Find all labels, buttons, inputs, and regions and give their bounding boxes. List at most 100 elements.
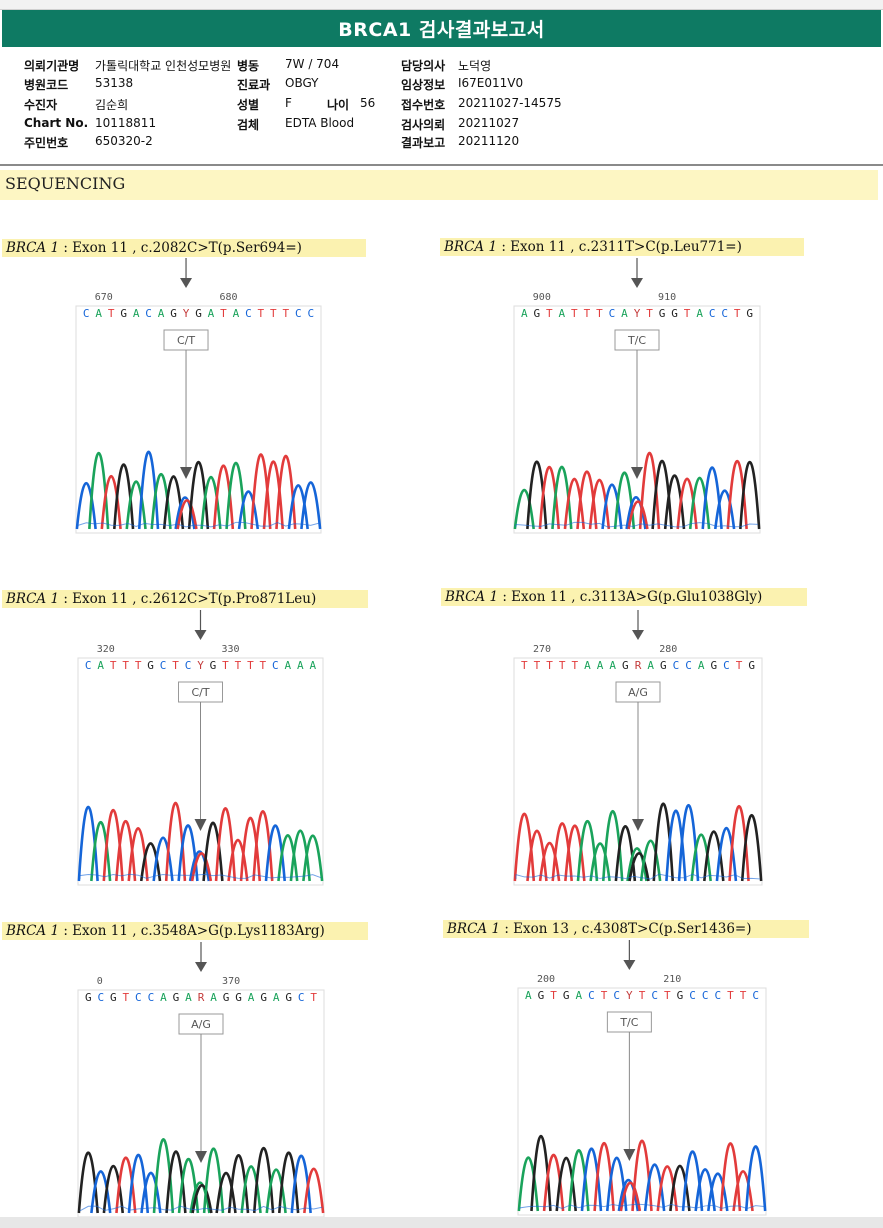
base-letter: C bbox=[709, 307, 716, 320]
field-value: 가톨릭대학교 인천성모병원 bbox=[95, 59, 232, 73]
field-value: F bbox=[285, 96, 292, 110]
bottom-strip bbox=[0, 1217, 883, 1228]
chromatogram-panel: 0 370 G C G T C C A G A R A G G A G A G C T A/G bbox=[77, 942, 325, 1218]
trace-peak bbox=[551, 822, 573, 882]
trace-peak bbox=[740, 813, 763, 882]
trace-peak bbox=[302, 834, 324, 882]
trace-peak bbox=[300, 481, 322, 530]
field-label: 수진자 bbox=[24, 98, 58, 112]
trace-peak bbox=[526, 460, 548, 530]
trace-peak bbox=[619, 1181, 642, 1212]
position-label: 210 bbox=[663, 974, 681, 985]
base-letter: A bbox=[158, 307, 165, 320]
base-letter: T bbox=[740, 989, 747, 1002]
base-letter: G bbox=[170, 307, 177, 320]
base-letter: T bbox=[572, 659, 579, 672]
trace-peak bbox=[690, 833, 712, 882]
base-letter: C bbox=[97, 991, 104, 1004]
base-letter: T bbox=[664, 989, 671, 1002]
trace-peak bbox=[115, 820, 137, 882]
genotype-call: A/G bbox=[628, 686, 648, 699]
trace-peak bbox=[707, 1172, 729, 1212]
base-letter: C bbox=[714, 989, 721, 1002]
header-divider bbox=[0, 164, 883, 166]
trace-peak bbox=[212, 464, 235, 530]
variant-detail: : Exon 11 , c.2082C>T(p.Ser694=) bbox=[59, 240, 302, 256]
baseline-noise bbox=[77, 521, 320, 528]
base-letter: C bbox=[83, 307, 90, 320]
base-letter: G bbox=[622, 659, 629, 672]
trace-peak bbox=[227, 839, 249, 882]
base-letter: T bbox=[270, 307, 277, 320]
base-letter: T bbox=[646, 307, 653, 320]
base-letter: C bbox=[723, 659, 730, 672]
position-label: 330 bbox=[221, 644, 239, 655]
trace-peak bbox=[125, 480, 147, 530]
variant-detail: : Exon 11 , c.2311T>C(p.Leu771=) bbox=[497, 239, 742, 255]
base-letter: T bbox=[108, 307, 115, 320]
base-letter: A bbox=[297, 659, 304, 672]
base-letter: A bbox=[647, 659, 654, 672]
trace-peak bbox=[240, 1165, 262, 1214]
base-letter: T bbox=[584, 307, 591, 320]
trace-peak bbox=[250, 453, 272, 530]
base-letter: A bbox=[133, 307, 140, 320]
variant-label: BRCA 1 : Exon 13 , c.4308T>C(p.Ser1436=) bbox=[443, 920, 809, 938]
trace-peak bbox=[732, 1170, 754, 1212]
trace-peak bbox=[694, 1168, 716, 1212]
trace-peak bbox=[568, 1149, 590, 1212]
base-letter: G bbox=[147, 659, 154, 672]
base-letter: C bbox=[245, 307, 252, 320]
trace-peak bbox=[152, 836, 174, 882]
base-letter: C bbox=[613, 989, 620, 1002]
trace-peak bbox=[580, 1147, 603, 1212]
field-value: 650320-2 bbox=[95, 134, 153, 148]
variant-label: BRCA 1 : Exon 11 , c.2311T>C(p.Leu771=) bbox=[440, 238, 804, 256]
trace-peak bbox=[728, 805, 750, 882]
base-letter: G bbox=[120, 307, 127, 320]
base-letter: A bbox=[309, 659, 316, 672]
chromatogram-panel: 200 210 A G T G A C T C Y T C T G C C C T T C T/C bbox=[517, 940, 767, 1216]
base-letter: C bbox=[689, 989, 696, 1002]
gene-name: BRCA 1 bbox=[445, 589, 499, 605]
trace-peak bbox=[190, 852, 213, 882]
base-letter: C bbox=[135, 991, 142, 1004]
variant-detail: : Exon 11 , c.3113A>G(p.Glu1038Gly) bbox=[498, 589, 763, 605]
position-label: 670 bbox=[95, 292, 113, 303]
base-letter: A bbox=[621, 307, 628, 320]
field-value: 20211027 bbox=[458, 116, 520, 130]
trace-peak bbox=[555, 1156, 577, 1212]
base-letter: T bbox=[222, 659, 229, 672]
field-label: Chart No. bbox=[24, 116, 89, 130]
variant-detail: : Exon 11 , c.2612C>T(p.Pro871Leu) bbox=[59, 591, 317, 607]
field-label: 진료과 bbox=[237, 78, 271, 92]
base-letter: A bbox=[609, 659, 616, 672]
field-value: 53138 bbox=[95, 76, 134, 90]
trace-peak bbox=[652, 802, 675, 882]
base-letter: T bbox=[639, 989, 646, 1002]
base-letter: A bbox=[210, 991, 217, 1004]
position-label: 0 bbox=[97, 976, 103, 987]
gene-name: BRCA 1 bbox=[6, 591, 60, 607]
trace-peak bbox=[215, 1172, 237, 1214]
base-letter: T bbox=[235, 659, 242, 672]
trace-peak bbox=[90, 821, 112, 882]
base-letter: G bbox=[538, 989, 545, 1002]
base-letter: C bbox=[752, 989, 759, 1002]
trace-peak bbox=[739, 460, 761, 530]
base-letter: T bbox=[135, 659, 142, 672]
trace-peak bbox=[676, 477, 698, 530]
position-label: 680 bbox=[219, 292, 237, 303]
base-letter: A bbox=[248, 991, 255, 1004]
base-letter: C bbox=[298, 991, 305, 1004]
trace-peak bbox=[688, 476, 711, 530]
trace-peak bbox=[287, 484, 309, 530]
chromatogram-panel: 320 330 C A T T T G C T C Y G T T T T C A A A C/T bbox=[77, 610, 324, 886]
base-letter: A bbox=[97, 659, 104, 672]
down-arrow-icon bbox=[631, 278, 643, 288]
base-letter: A bbox=[160, 991, 167, 1004]
trace-peak bbox=[713, 489, 736, 530]
base-letter: C bbox=[85, 659, 92, 672]
trace-peak bbox=[140, 1171, 162, 1214]
position-label: 320 bbox=[97, 644, 115, 655]
